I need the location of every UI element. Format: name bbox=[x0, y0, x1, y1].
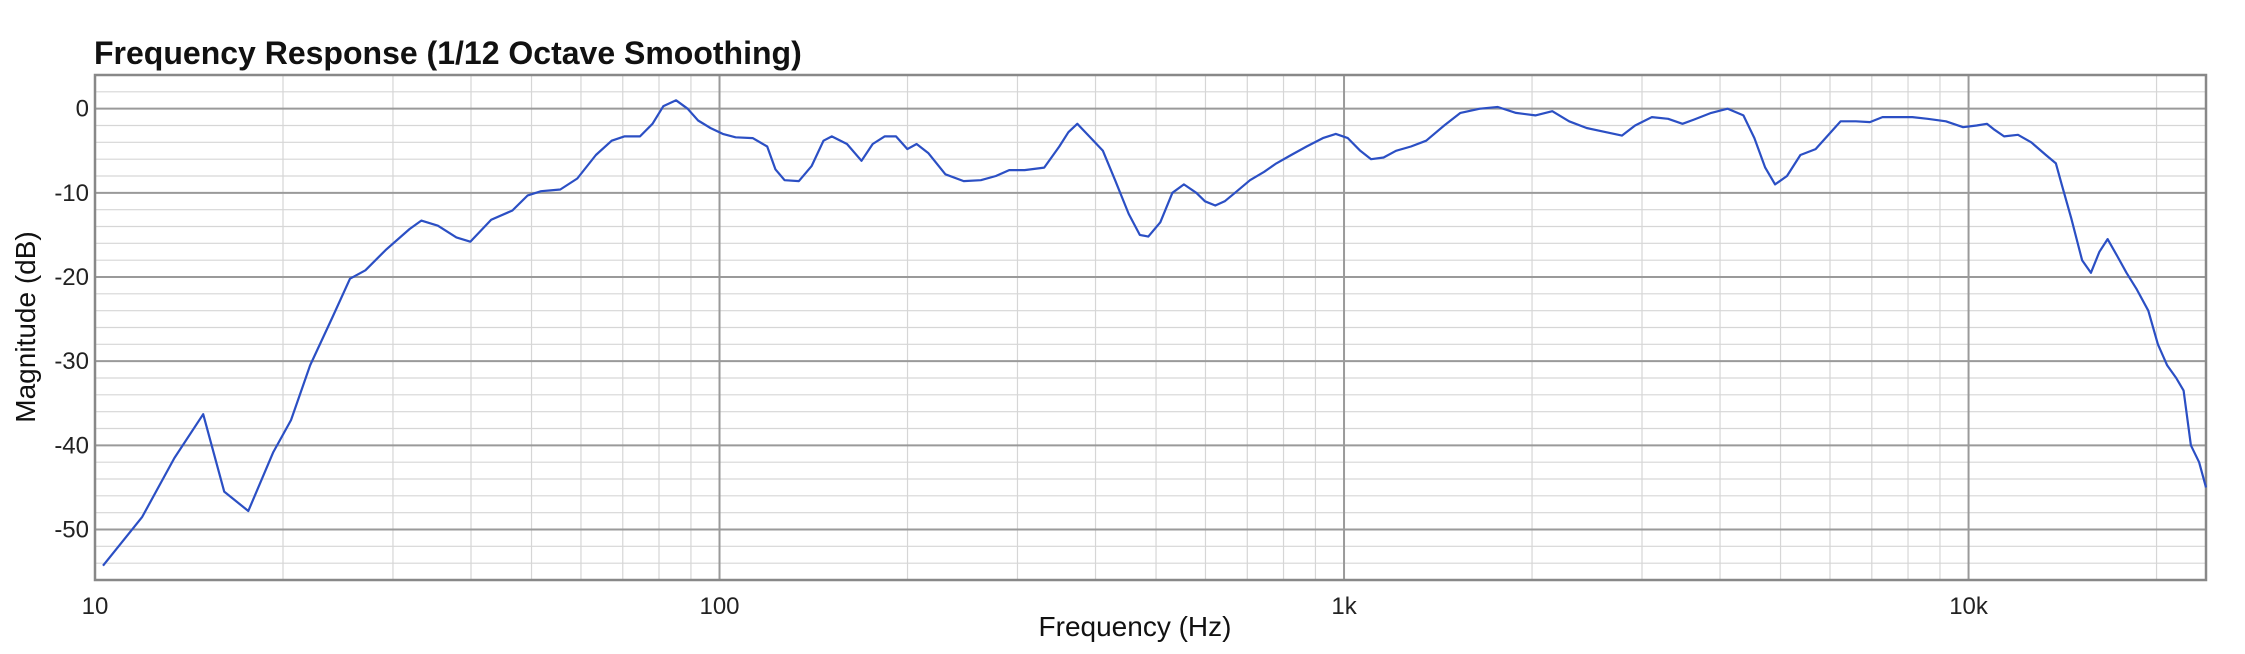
y-tick-labels: 0 -10 -20 -30 -40 -50 bbox=[54, 96, 89, 544]
x-tick-label: 10k bbox=[1949, 593, 1989, 620]
x-tick-labels: 10 100 1k 10k bbox=[82, 593, 1989, 620]
series-layer bbox=[102, 99, 2208, 567]
y-tick-label: 0 bbox=[76, 96, 89, 123]
series-line-0 bbox=[102, 99, 2208, 567]
y-axis-label: Magnitude (dB) bbox=[10, 231, 41, 422]
x-tick-label: 1k bbox=[1331, 593, 1357, 620]
y-tick-label: -50 bbox=[54, 517, 89, 544]
y-tick-label: -40 bbox=[54, 432, 89, 459]
plot-frame bbox=[93, 73, 2208, 582]
x-axis-label: Frequency (Hz) bbox=[1039, 611, 1232, 642]
x-tick-label: 100 bbox=[699, 593, 739, 620]
y-tick-label: -10 bbox=[54, 180, 89, 207]
major-grid bbox=[95, 75, 2206, 580]
chart-title: Frequency Response (1/12 Octave Smoothin… bbox=[94, 35, 802, 71]
y-tick-label: -20 bbox=[54, 264, 89, 291]
minor-grid bbox=[95, 74, 2206, 581]
x-tick-label: 10 bbox=[82, 593, 109, 620]
y-tick-label: -30 bbox=[54, 348, 89, 375]
